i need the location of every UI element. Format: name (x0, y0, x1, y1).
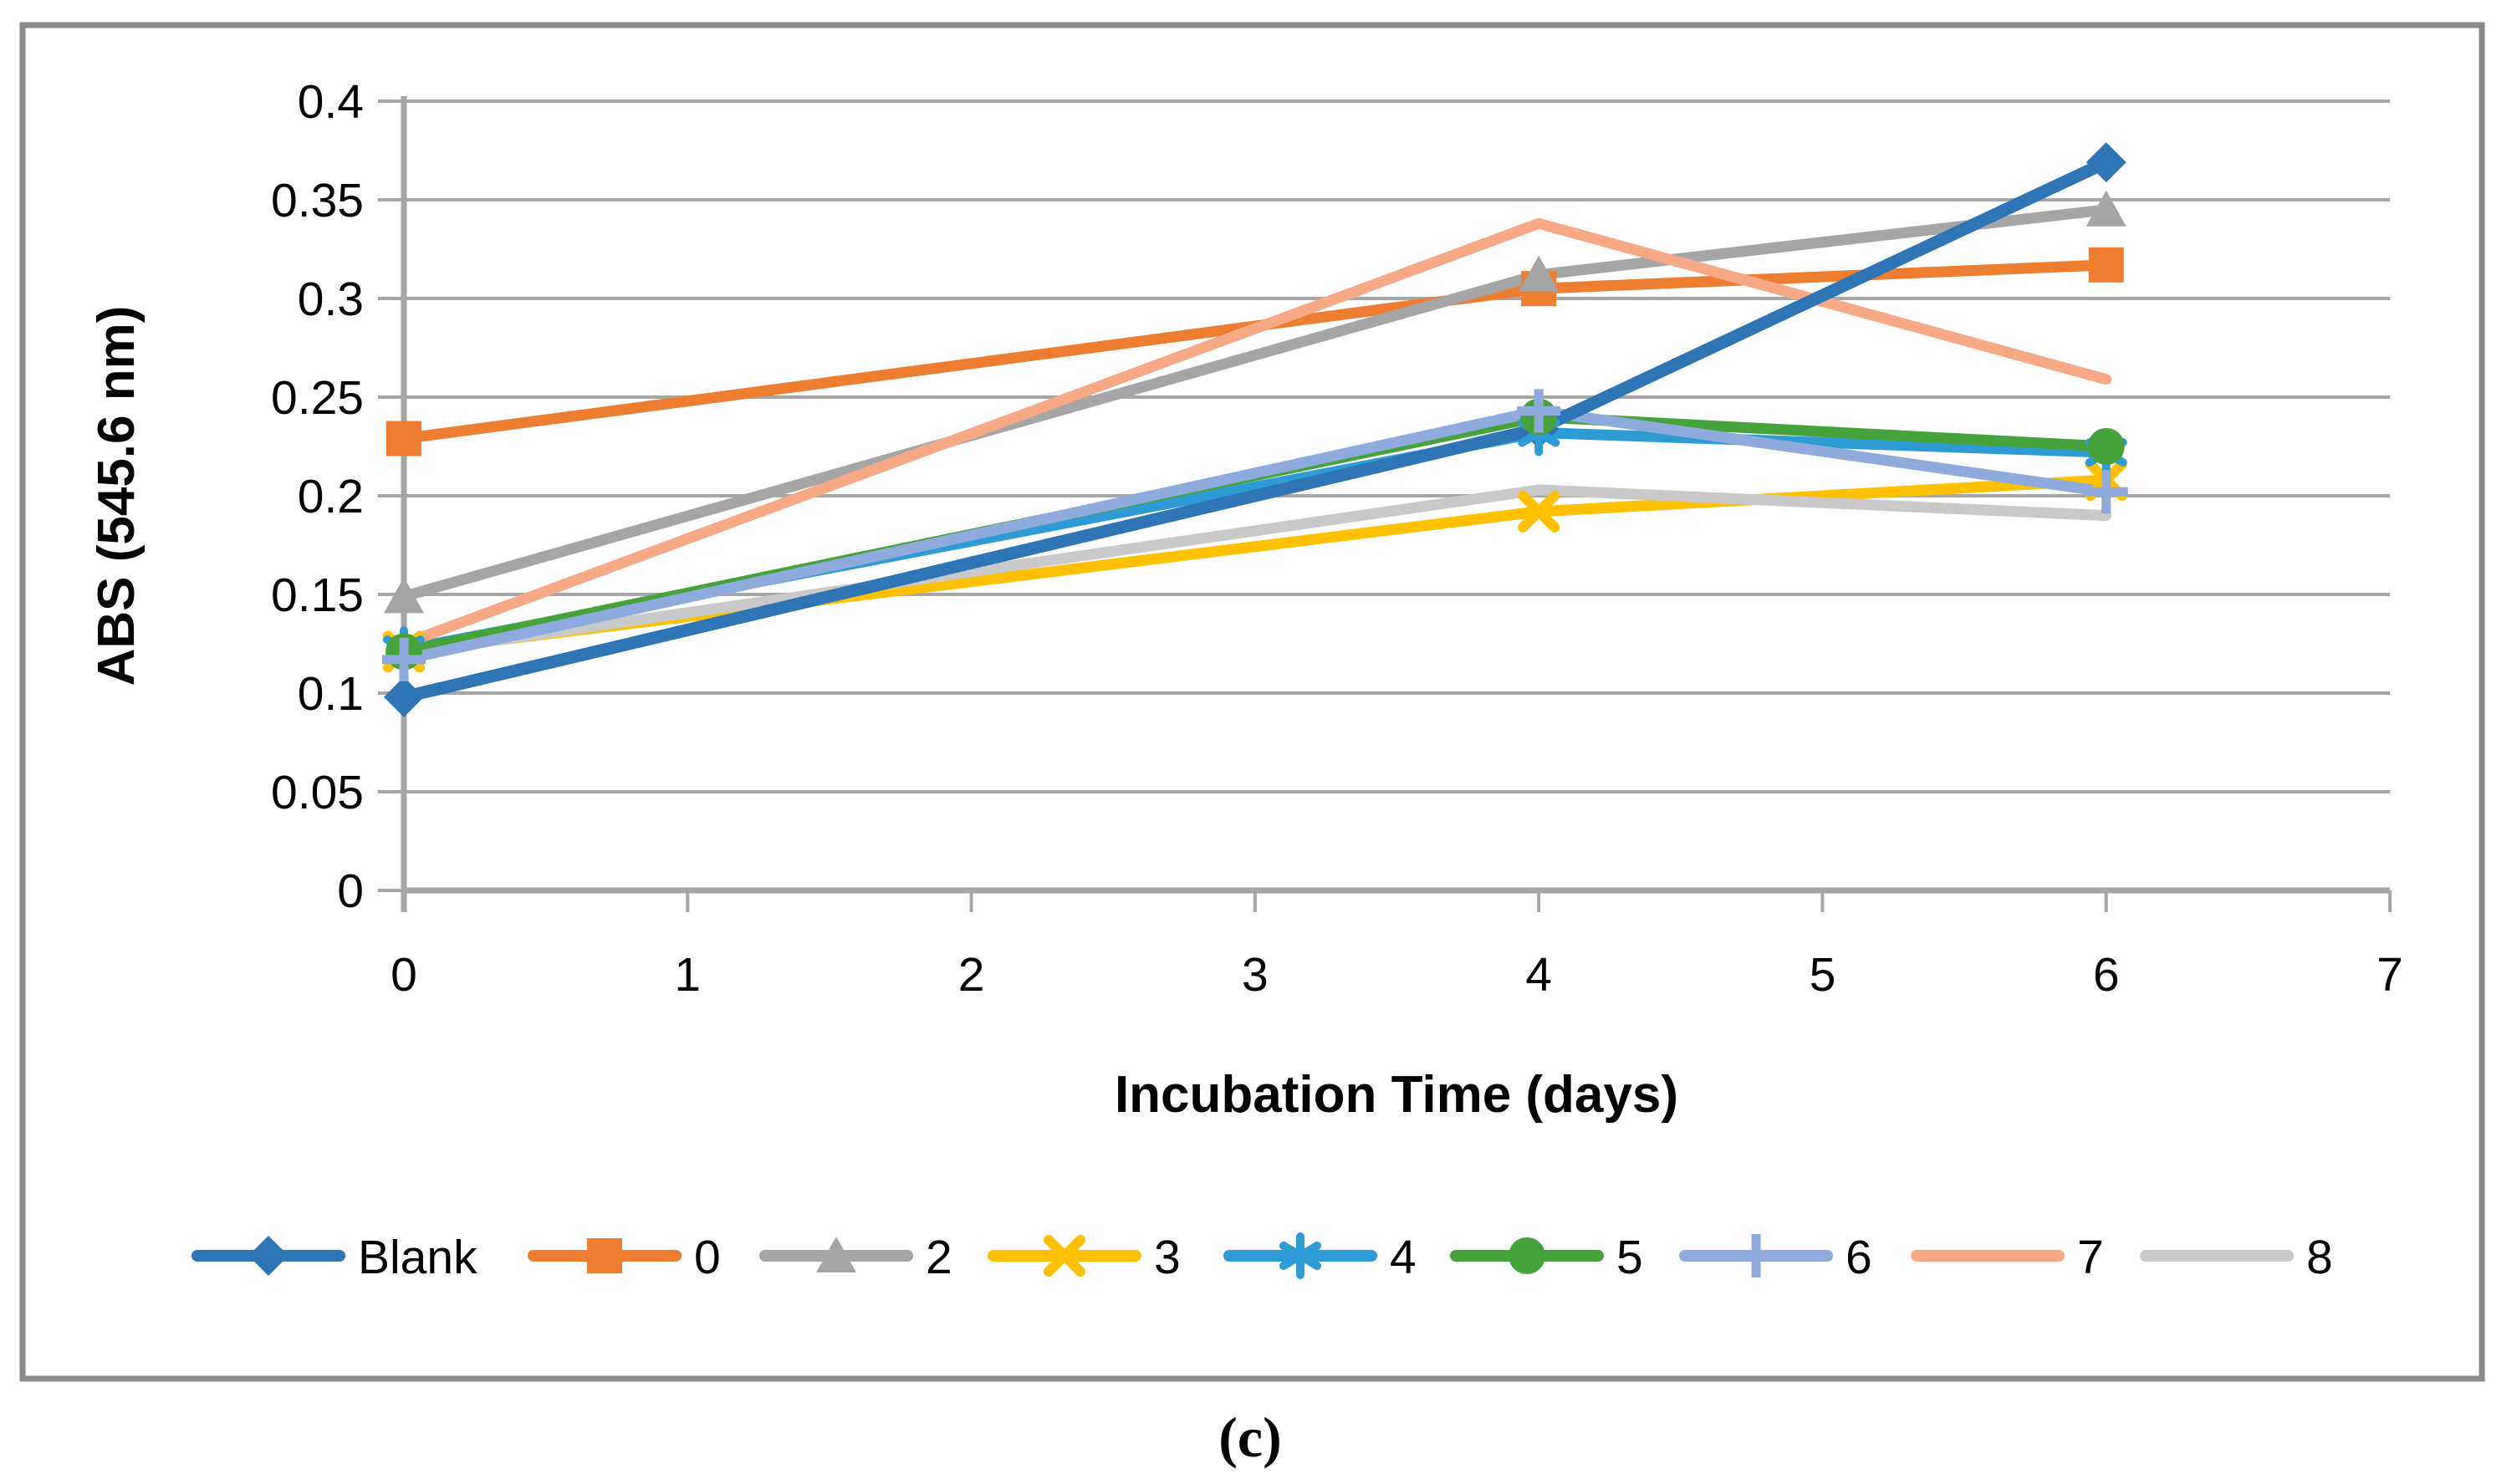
legend: Blank 0 2 3 4 5 6 7 8 (191, 1231, 2333, 1284)
legend-swatch-marker (1044, 1235, 1085, 1277)
data-point-6 (2084, 470, 2128, 514)
legend-label: 2 (926, 1231, 952, 1284)
x-tick-label: 3 (1242, 948, 1269, 1002)
legend-item-4: 4 (1223, 1231, 1417, 1284)
axes (378, 96, 2392, 912)
data-point-6 (1517, 389, 1561, 433)
figure-caption: (c) (1218, 1405, 1281, 1469)
legend-label: 8 (2306, 1231, 2333, 1284)
legend-item-7: 7 (1911, 1231, 2104, 1284)
y-tick-label: 0.25 (271, 371, 364, 425)
data-point-3 (1518, 490, 1560, 533)
x-tick-label: 4 (1525, 948, 1552, 1002)
series-lines (397, 156, 2113, 704)
data-point-2 (384, 577, 424, 614)
series-line-7 (398, 217, 2112, 650)
x-tick-label: 5 (1810, 948, 1836, 1002)
data-point-5 (2087, 428, 2125, 465)
data-point-6 (382, 637, 426, 681)
tick-labels: 0 0.05 0.1 0.15 0.2 0.25 0.3 0.35 0.4 0 1 2 3 4 5 6 7 (271, 75, 2403, 1002)
data-point-2 (1519, 255, 1560, 292)
legend-item-Blank: Blank (191, 1231, 477, 1284)
legend-swatch-marker (1279, 1232, 1321, 1279)
y-tick-label: 0.35 (271, 174, 364, 227)
legend-swatch-marker (1509, 1237, 1545, 1274)
x-axis-title: Incubation Time (days) (1115, 1066, 1678, 1124)
x-tick-label: 1 (674, 948, 701, 1002)
series-markers (382, 142, 2128, 717)
legend-item-6: 6 (1679, 1231, 1872, 1284)
x-tick-label: 0 (391, 948, 417, 1002)
legend-swatch-marker (816, 1237, 856, 1272)
legend-swatch-marker (248, 1236, 288, 1276)
x-tick-label: 2 (958, 948, 985, 1002)
legend-item-8: 8 (2140, 1231, 2333, 1284)
legend-item-3: 3 (988, 1231, 1181, 1284)
y-tick-label: 0.3 (298, 273, 364, 326)
y-tick-label: 0.15 (271, 569, 364, 622)
x-tick-label: 7 (2377, 948, 2403, 1002)
y-tick-label: 0.4 (298, 75, 364, 129)
y-axis-title: ABS (545.6 nm) (88, 306, 146, 686)
legend-label: 0 (694, 1231, 721, 1284)
series-line-8 (398, 484, 2112, 660)
x-tick-label: 6 (2093, 948, 2120, 1002)
legend-swatch-marker (587, 1238, 622, 1273)
legend-label: 5 (1616, 1231, 1643, 1284)
data-point-0 (2088, 247, 2124, 283)
legend-item-0: 0 (528, 1231, 721, 1284)
data-point-Blank (2086, 142, 2127, 183)
y-tick-label: 0.05 (271, 766, 364, 819)
legend-swatch-marker (1734, 1234, 1778, 1277)
legend-label: Blank (358, 1231, 477, 1284)
legend-label: 6 (1846, 1231, 1872, 1284)
y-tick-label: 0.2 (298, 470, 364, 523)
y-tick-label: 0.1 (298, 667, 364, 721)
figure-border (19, 22, 2485, 1382)
legend-item-2: 2 (759, 1231, 952, 1284)
legend-label: 3 (1154, 1231, 1181, 1284)
legend-item-5: 5 (1450, 1231, 1643, 1284)
legend-label: 4 (1390, 1231, 1417, 1284)
data-point-Blank (384, 676, 424, 717)
data-point-2 (2086, 190, 2127, 227)
y-tick-label: 0 (337, 864, 364, 918)
data-point-0 (386, 421, 421, 456)
legend-label: 7 (2077, 1231, 2104, 1284)
